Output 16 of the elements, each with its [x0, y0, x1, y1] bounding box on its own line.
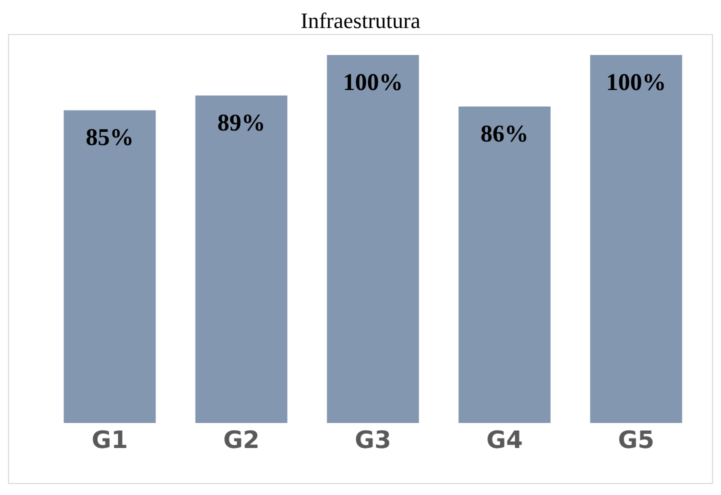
data-label: 85% [86, 125, 134, 152]
x-tick-label: G5 [618, 426, 654, 454]
chart-title: Infraestrutura [300, 8, 422, 34]
x-tick-label: G3 [354, 426, 392, 454]
x-tick-label: G1 [92, 426, 128, 454]
bar [64, 110, 156, 423]
x-tick-label: G2 [223, 426, 260, 454]
data-label: 86% [480, 122, 529, 148]
data-label: 89% [217, 110, 266, 137]
bar [326, 55, 419, 423]
x-tick-label: G4 [486, 426, 523, 454]
data-label: 100% [342, 70, 403, 96]
bar [590, 55, 682, 423]
bar [458, 106, 551, 423]
bar [195, 95, 288, 423]
data-label: 100% [606, 70, 666, 96]
